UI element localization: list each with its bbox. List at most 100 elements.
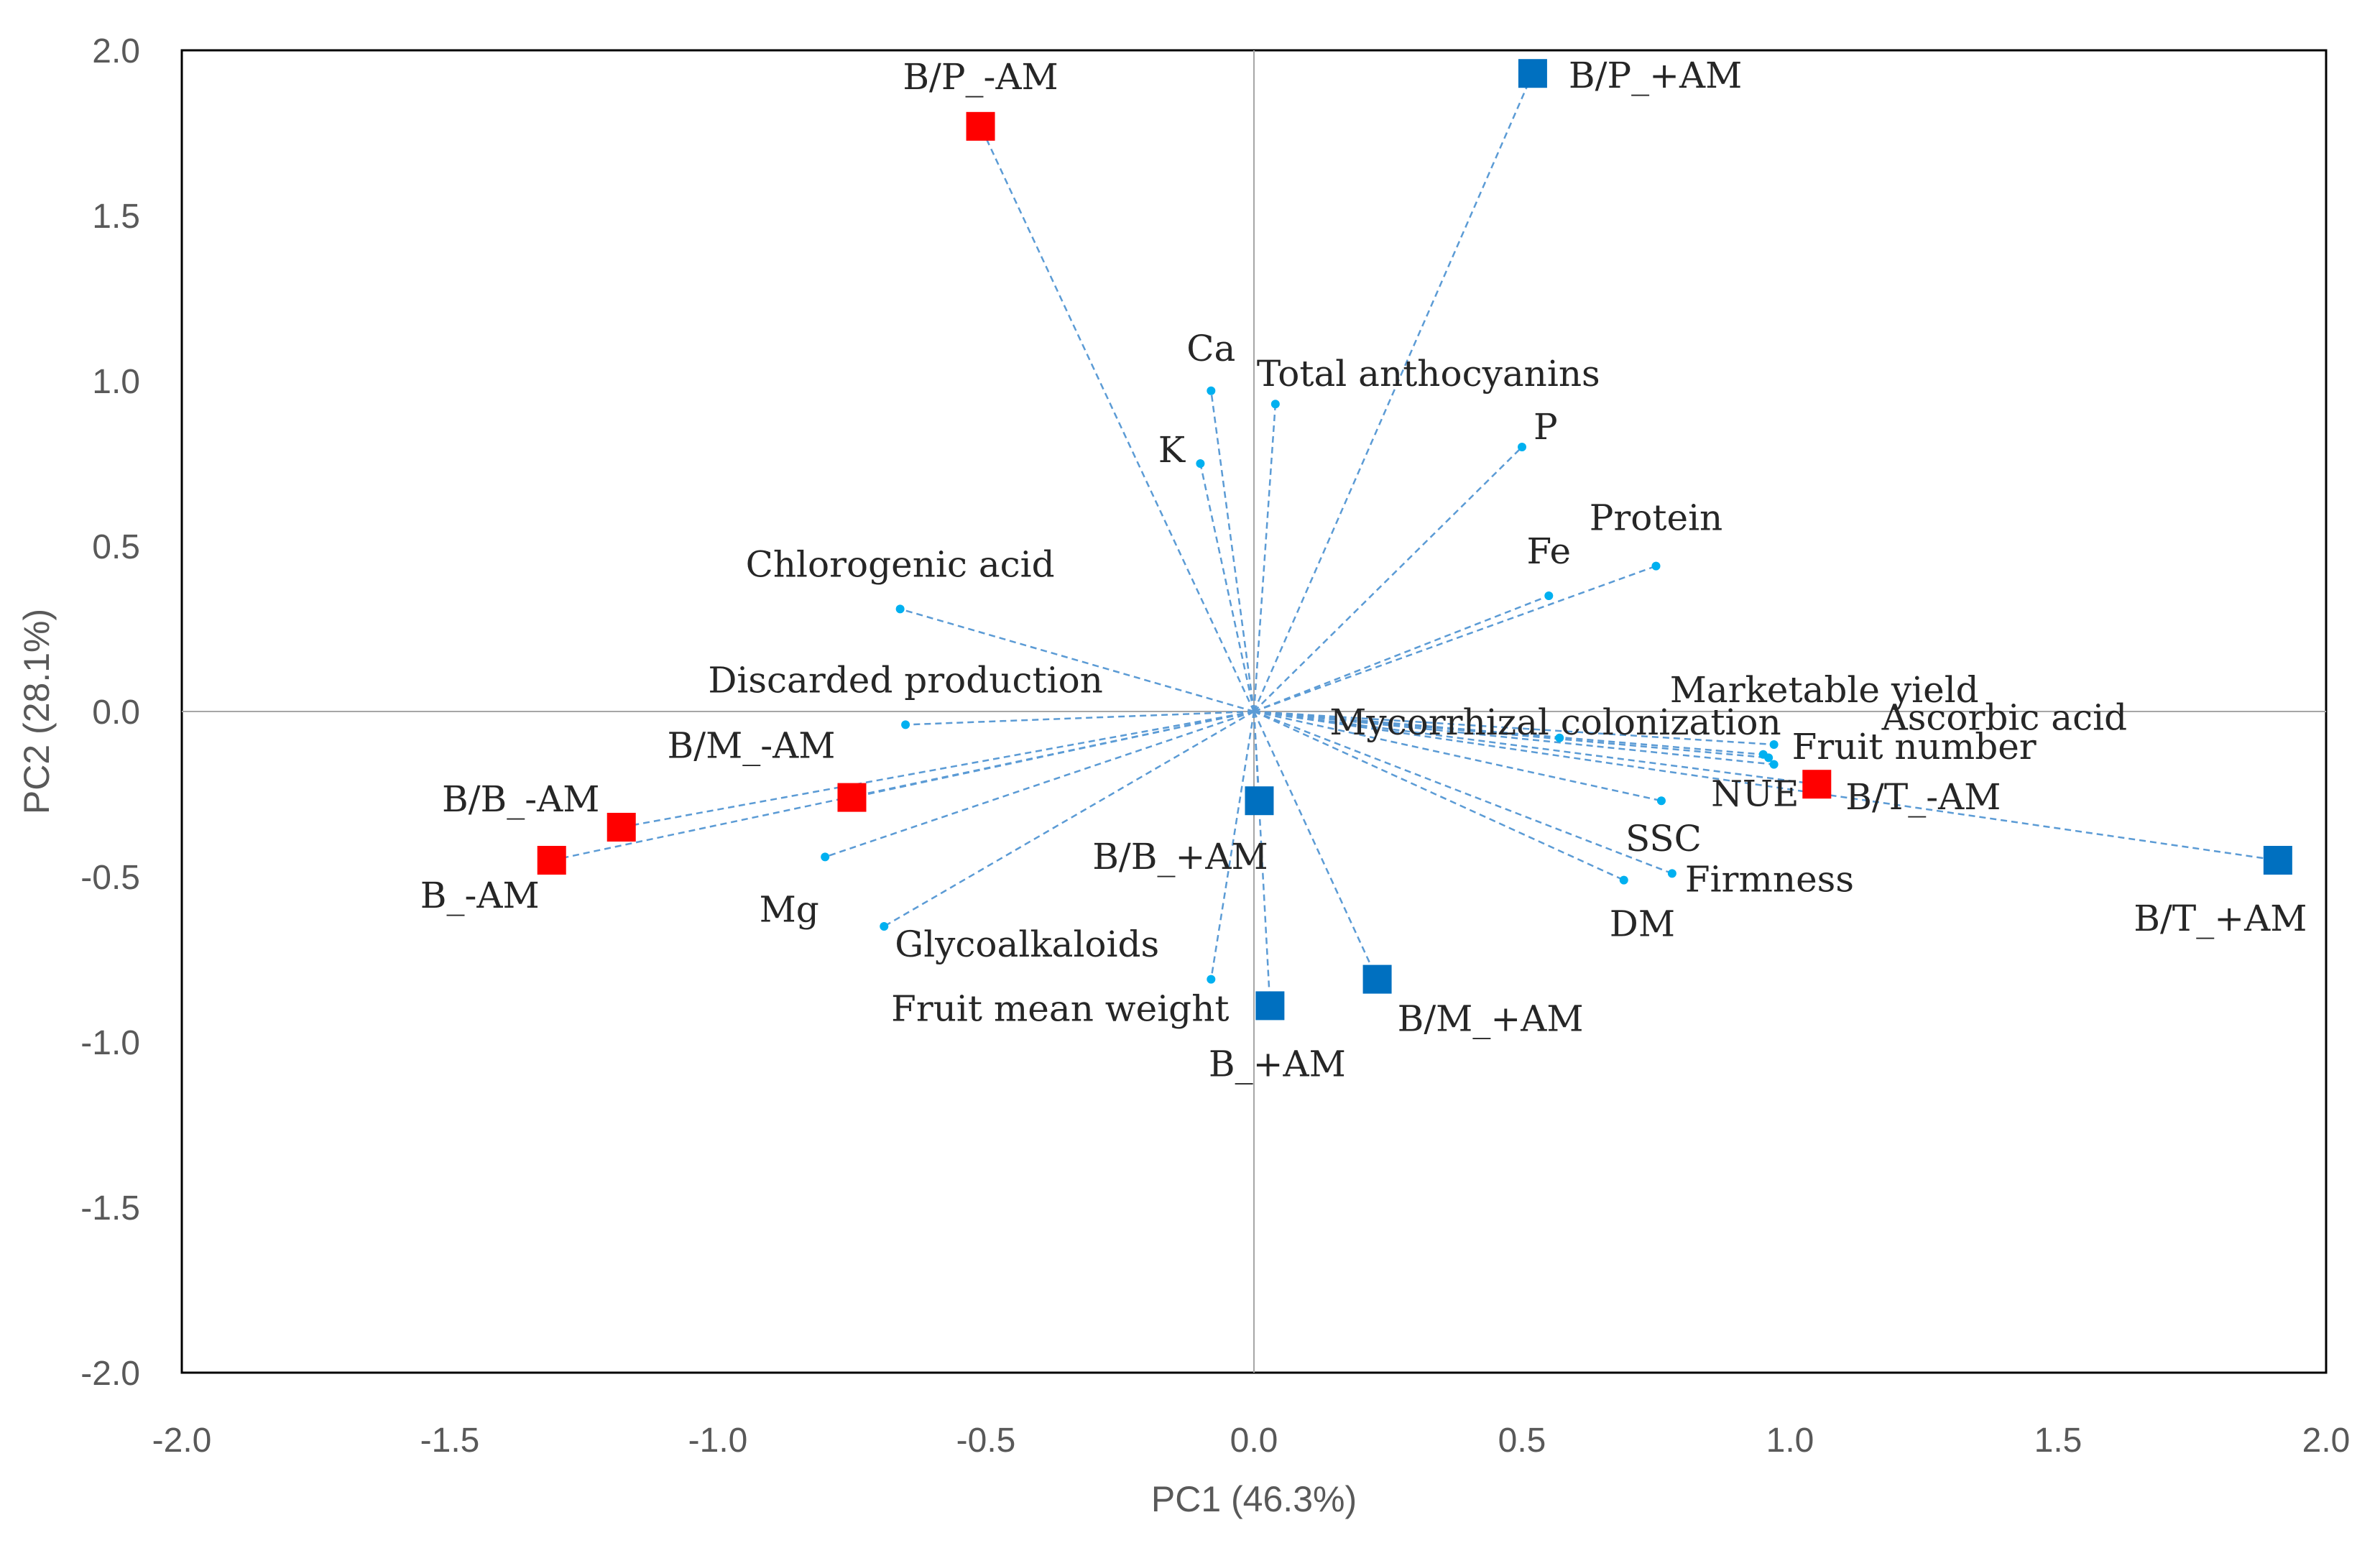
y-tick-label: 1.5 <box>92 198 140 236</box>
x-tick-label: 2.0 <box>2302 1422 2351 1460</box>
dot-k <box>1196 459 1205 468</box>
vector-fruit-number <box>1253 710 1774 746</box>
y-tick-label: 0.0 <box>92 694 140 732</box>
y-tick-label: -0.5 <box>80 859 140 897</box>
dot-mg <box>821 852 830 862</box>
marker-b-am <box>537 846 566 875</box>
dot-ca <box>1207 386 1216 395</box>
vector-b-p-am <box>1253 73 1534 712</box>
vector-ca <box>1210 390 1255 712</box>
label-b-p-am: B/P_+AM <box>1569 55 1742 96</box>
marker-b-b-am <box>606 813 636 842</box>
y-tick-label: -2.0 <box>80 1355 140 1393</box>
label-mycorrhizal-colonization: Mycorrhizal colonization <box>1329 701 1781 743</box>
vector-discarded-production <box>905 710 1255 726</box>
dot-fruit-number <box>1769 740 1779 749</box>
label-b-m-am: B/M_+AM <box>1398 998 1584 1040</box>
label-k: K <box>1158 429 1186 471</box>
dot-p <box>1518 443 1526 451</box>
label-b-t-am: B/T_+AM <box>2134 898 2307 939</box>
marker-b-b-am <box>1245 786 1274 816</box>
label-protein: Protein <box>1590 497 1723 539</box>
label-nue: NUE <box>1711 773 1799 814</box>
dot-discarded-production <box>901 720 910 729</box>
dot-glycoalkaloids <box>880 922 889 931</box>
y-tick-label: 1.0 <box>92 363 140 401</box>
marker-b-p-am <box>966 111 995 141</box>
vector-fe <box>1253 594 1549 713</box>
label-b-p-am: B/P_-AM <box>903 56 1058 98</box>
label-p: P <box>1533 406 1558 448</box>
label-fruit-mean-weight: Fruit mean weight <box>891 988 1229 1030</box>
label-fruit-number: Fruit number <box>1792 726 2037 768</box>
label-discarded-production: Discarded production <box>708 659 1103 701</box>
dot-ascorbic-acid <box>1769 760 1779 769</box>
label-ssc: SSC <box>1625 818 1702 860</box>
x-tick-label: 1.0 <box>1766 1422 1814 1460</box>
vector-b-am <box>551 710 1255 862</box>
y-axis-ticks: 2.0 1.5 1.0 0.5 0.0 -0.5 -1.0 -1.5 -2.0 <box>80 32 140 1393</box>
vector-p <box>1253 446 1523 712</box>
vector-protein <box>1253 565 1656 713</box>
y-axis-title: PC2 (28.1%) <box>17 609 57 814</box>
x-axis-ticks: -2.0 -1.5 -1.0 -0.5 0.0 0.5 1.0 1.5 2.0 <box>152 1422 2351 1460</box>
vector-fruit-mean-weight <box>1210 711 1255 980</box>
y-tick-label: -1.5 <box>80 1189 140 1228</box>
label-fe: Fe <box>1527 530 1572 572</box>
y-tick-label: 2.0 <box>92 32 140 70</box>
dot-total-anthocyanins <box>1270 400 1280 409</box>
label-b-m-am: B/M_-AM <box>668 725 836 767</box>
x-axis-title: PC1 (46.3%) <box>1151 1479 1357 1519</box>
label-mg: Mg <box>760 888 819 930</box>
dot-fruit-mean-weight <box>1207 975 1216 984</box>
y-tick-label: -1.0 <box>80 1024 140 1062</box>
x-tick-label: -1.5 <box>420 1422 480 1460</box>
label-chlorogenic-acid: Chlorogenic acid <box>746 543 1055 585</box>
label-total-anthocyanins: Total anthocyanins <box>1257 353 1600 395</box>
label-b-b-am: B/B_-AM <box>442 778 600 820</box>
vector-total-anthocyanins <box>1253 404 1277 712</box>
vector-chlorogenic-acid <box>900 608 1255 713</box>
vector-ascorbic-acid <box>1253 710 1774 765</box>
vector-k <box>1199 463 1255 712</box>
label-glycoalkaloids: Glycoalkaloids <box>895 924 1159 965</box>
vector-b-m-am <box>1253 711 1378 980</box>
x-tick-label: -2.0 <box>152 1422 212 1460</box>
label-ca: Ca <box>1186 328 1235 369</box>
label-firmness: Firmness <box>1685 858 1854 900</box>
marker-b-t-am <box>1802 770 1832 799</box>
dot-firmness <box>1667 869 1676 878</box>
label-marketable-yield: Marketable yield <box>1670 669 1979 711</box>
vector-b-t-am <box>1253 710 1817 786</box>
loading-vectors <box>551 73 2279 1006</box>
label-b-t-am: B/T_-AM <box>1845 776 2001 818</box>
vector-b-am <box>1253 711 1271 1006</box>
label-b-am: B_-AM <box>420 875 540 916</box>
x-tick-label: 0.5 <box>1498 1422 1546 1460</box>
marker-b-m-am <box>1362 964 1392 994</box>
x-tick-label: 1.5 <box>2034 1422 2082 1460</box>
marker-b-t-am <box>2263 846 2292 875</box>
dot-fe <box>1544 591 1554 600</box>
label-b-b-am: B/B_+AM <box>1092 836 1268 878</box>
vector-glycoalkaloids <box>883 710 1255 928</box>
vector-b-p-am <box>979 126 1255 712</box>
dot-chlorogenic-acid <box>895 604 905 614</box>
y-tick-label: 0.5 <box>92 528 140 566</box>
marker-b-m-am <box>837 783 867 812</box>
x-tick-label: -1.0 <box>688 1422 748 1460</box>
marker-b-am <box>1255 991 1285 1021</box>
x-tick-label: -0.5 <box>956 1422 1016 1460</box>
label-b-am: B_+AM <box>1209 1043 1346 1084</box>
dot-ssc <box>1656 796 1666 806</box>
dot-protein <box>1651 561 1661 571</box>
dot-nue <box>1764 753 1774 763</box>
dot-dm <box>1619 875 1628 885</box>
data-points <box>537 59 2292 1021</box>
point-labels: B/P_-AM B/M_-AM B/B_-AM B_-AM B/T_-AM B/P_+AM… <box>420 55 2307 1084</box>
vector-mg <box>824 710 1255 858</box>
label-ascorbic-acid: Ascorbic acid <box>1881 697 2127 739</box>
vector-dm <box>1253 710 1625 881</box>
